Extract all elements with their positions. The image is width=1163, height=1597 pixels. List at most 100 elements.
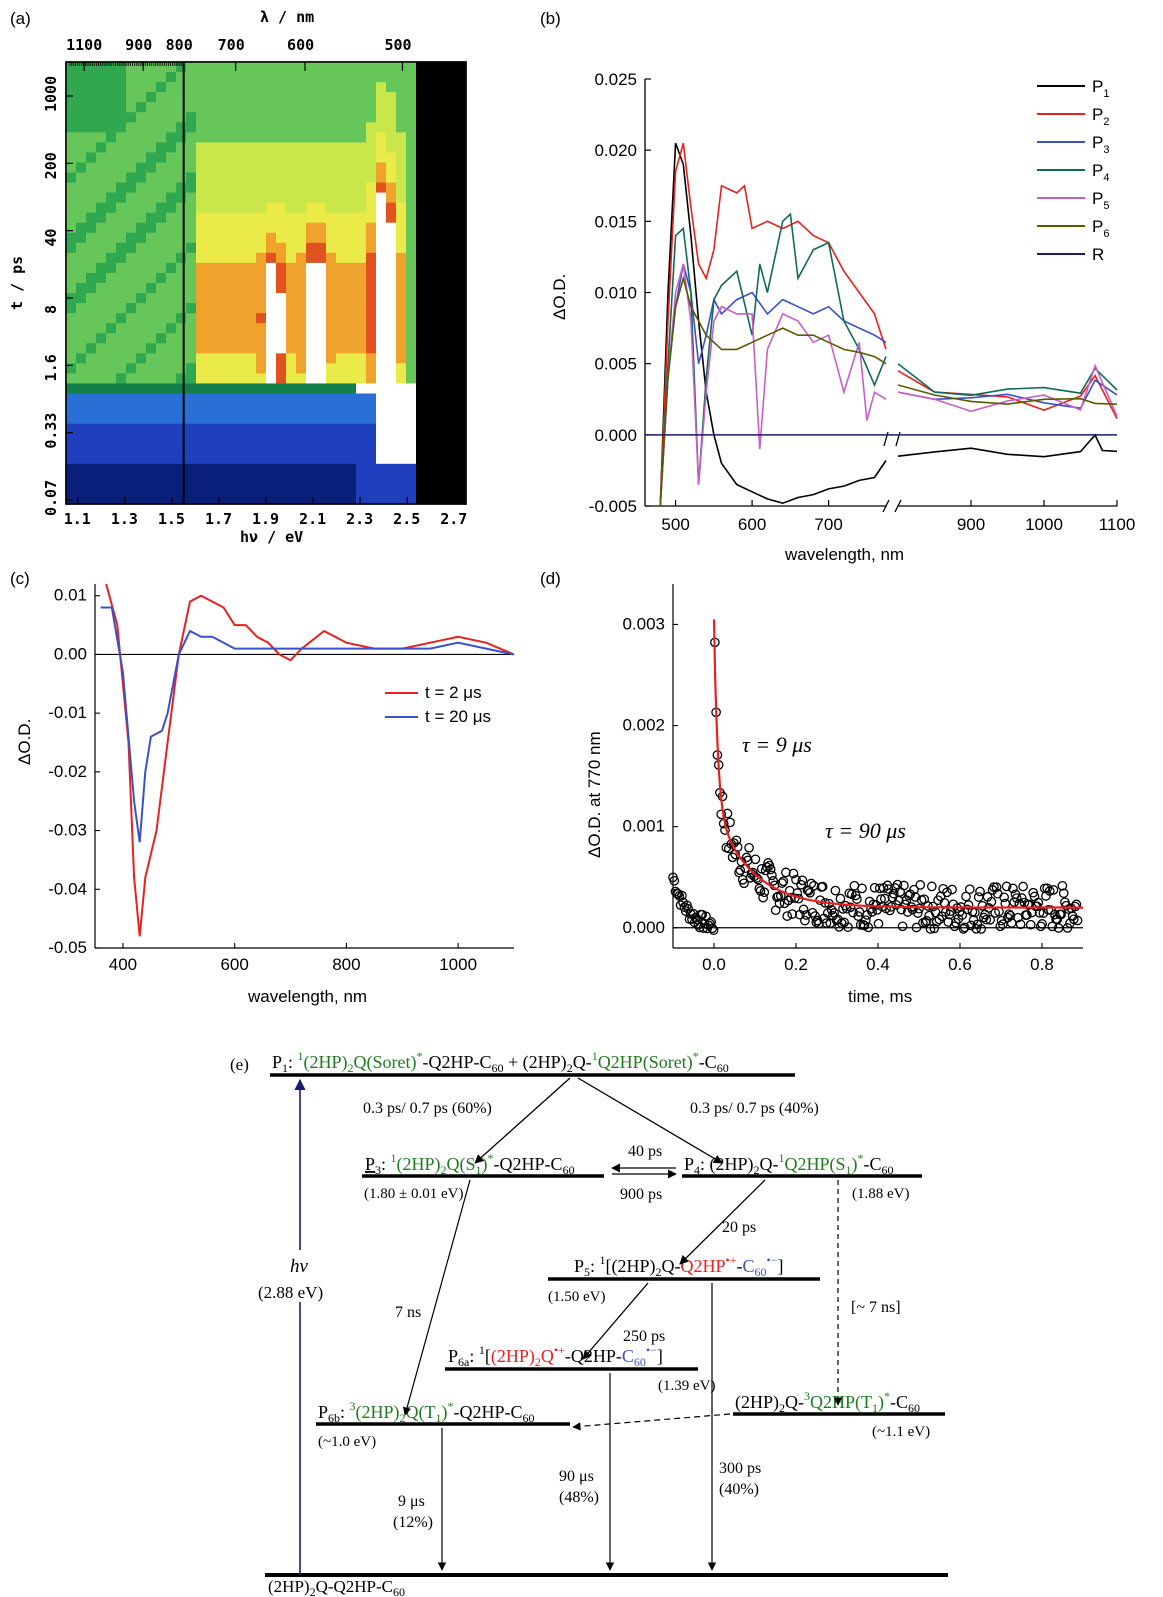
heatmap-cell: [266, 272, 277, 284]
heatmap-cell: [266, 283, 277, 294]
heatmap-cell: [156, 72, 167, 83]
heatmap-cell: [286, 212, 297, 224]
heatmap-cell: [76, 212, 87, 224]
heatmap-cell: [156, 303, 167, 314]
heatmap-cell: [126, 92, 137, 103]
heatmap-cell: [406, 252, 417, 264]
heatmap-cell: [76, 433, 87, 445]
heatmap-cell: [386, 283, 397, 294]
heatmap-cell: [456, 363, 467, 374]
heatmap-cell: [86, 333, 97, 344]
heatmap-cell: [336, 122, 347, 133]
heatmap-cell: [116, 272, 127, 284]
heatmap-cell: [326, 272, 337, 284]
heatmap-cell: [186, 222, 197, 234]
heatmap-cell: [176, 242, 187, 254]
x-axis-label: hν / eV: [240, 528, 303, 546]
rate-p4-p5: 20 ps: [722, 1219, 756, 1236]
heatmap-cell: [206, 373, 217, 384]
data-point: [1047, 921, 1058, 932]
heatmap-cell: [186, 313, 197, 324]
heatmap-cell: [346, 212, 357, 224]
heatmap-cell: [146, 222, 157, 234]
heatmap-cell: [176, 162, 187, 173]
heatmap-cell: [436, 333, 447, 344]
heatmap-cell: [256, 232, 267, 244]
heatmap-cell: [276, 272, 287, 284]
heatmap-cell: [356, 363, 367, 374]
data-point: [929, 923, 940, 934]
heatmap-cell: [226, 212, 237, 224]
data-point: [765, 864, 776, 875]
heatmap-cell: [76, 232, 87, 244]
heatmap-cell: [276, 62, 287, 73]
heatmap-cell: [226, 443, 237, 455]
heatmap-cell: [346, 293, 357, 304]
heatmap-cell: [206, 182, 217, 194]
data-point: [1018, 881, 1028, 892]
heatmap-cell: [256, 443, 267, 455]
heatmap-cell: [246, 473, 257, 485]
heatmap-cell: [286, 232, 297, 244]
heatmap-cell: [126, 313, 137, 324]
heatmap-cell: [106, 493, 117, 505]
heatmap-cell: [426, 293, 437, 304]
heatmap-cell: [226, 433, 237, 445]
heatmap-cell: [396, 283, 407, 294]
heatmap-cell: [426, 72, 437, 83]
heatmap-cell: [436, 162, 447, 173]
heatmap-cell: [336, 353, 347, 364]
x-tick-label: 0.0: [702, 955, 726, 974]
data-point: [791, 874, 801, 885]
heatmap-cell: [116, 313, 127, 324]
heatmap-cell: [86, 232, 97, 244]
heatmap-cell: [106, 82, 117, 93]
heatmap-cell: [176, 483, 187, 495]
heatmap-cell: [266, 403, 277, 415]
heatmap-cell: [336, 393, 347, 405]
heatmap-cell: [106, 252, 117, 264]
heatmap-cell: [226, 222, 237, 234]
heatmap-cell: [76, 102, 87, 113]
heatmap-cell: [326, 112, 337, 123]
heatmap-cell: [236, 182, 247, 194]
heatmap-cell: [426, 423, 437, 435]
data-point: [857, 883, 867, 894]
heatmap-cell: [116, 242, 127, 254]
heatmap-cell: [186, 102, 197, 113]
heatmap-cell: [256, 403, 267, 415]
heatmap-cell: [316, 493, 327, 505]
heatmap-cell: [136, 393, 147, 405]
heatmap-cell: [296, 353, 307, 364]
heatmap-cell: [256, 343, 267, 354]
heatmap-cell: [386, 132, 397, 143]
heatmap-cell: [156, 483, 167, 495]
heatmap-cell: [326, 252, 337, 264]
heatmap-cell: [356, 403, 367, 415]
heatmap-cell: [426, 403, 437, 415]
heatmap-cell: [296, 373, 307, 384]
heatmap-cell: [386, 373, 397, 384]
heatmap-cell: [346, 92, 357, 103]
heatmap-cell: [156, 453, 167, 465]
heatmap-cell: [386, 162, 397, 173]
heatmap-cell: [246, 142, 257, 153]
heatmap-cell: [66, 423, 77, 435]
heatmap-cell: [216, 403, 227, 415]
heatmap-cell: [136, 232, 147, 244]
data-point: [778, 876, 789, 887]
data-point: [796, 879, 806, 890]
heatmap-cell: [306, 222, 317, 234]
data-point: [1004, 909, 1014, 920]
heatmap-cell: [386, 433, 397, 445]
heatmap-cell: [316, 443, 327, 455]
x-tick-label: 0.2: [784, 955, 808, 974]
heatmap-cell: [376, 202, 387, 214]
heatmap-cell: [156, 423, 167, 435]
heatmap-cell: [146, 232, 157, 244]
heatmap-cell: [226, 313, 237, 324]
heatmap-cell: [96, 62, 107, 73]
heatmap-cell: [236, 413, 247, 425]
heatmap-cell: [226, 383, 237, 394]
heatmap-cell: [196, 343, 207, 354]
